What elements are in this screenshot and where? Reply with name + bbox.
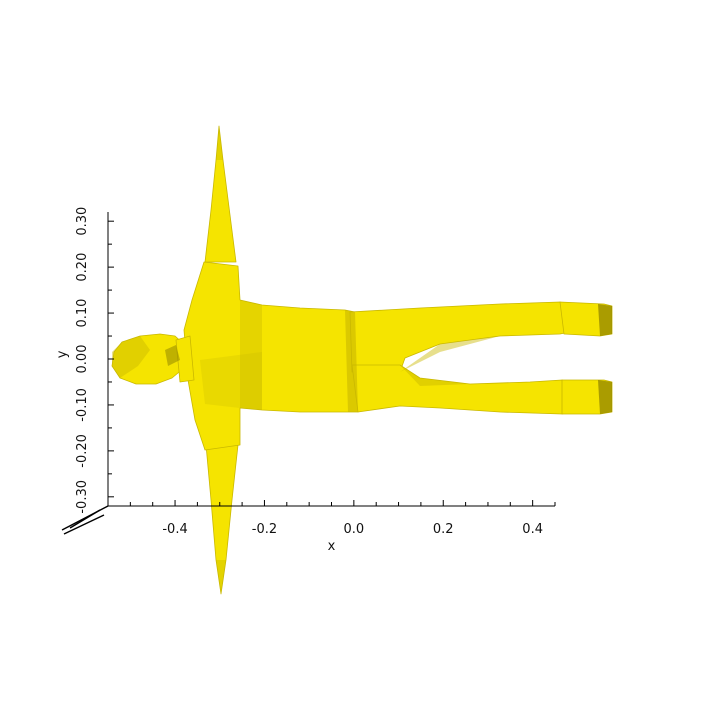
mesh-neck [175,335,195,383]
y-tick-label: 0.20 [75,253,90,282]
x-tick-label: -0.4 [162,522,187,537]
z-axis-line [61,505,109,531]
x-tick-label: -0.2 [252,522,277,537]
y-axis-label: y [55,350,70,358]
mesh-figure [111,125,613,595]
mesh-torso [183,261,359,451]
y-tick-label: -0.30 [75,480,90,514]
mesh-leg-lower [351,364,571,415]
x-tick-label: 0.4 [522,522,543,537]
mesh-arm-lower [205,444,239,595]
z-axis-line [69,509,101,529]
x-axis-label: x [328,539,336,554]
y-tick-label: 0.10 [75,299,90,328]
y-tick-label: -0.10 [75,388,90,422]
z-axis-line [63,514,105,535]
axes: -0.4 -0.2 0.0 0.2 0.4 x 0.30 0.20 0.10 0.00 -0.10 -… [55,207,556,554]
x-tick-label: 0.2 [433,522,454,537]
mesh-head [111,333,186,385]
mesh-arm-upper [204,125,237,263]
mesh-shading [112,126,612,594]
x-tick-label: 0.0 [344,522,365,537]
y-tick-label: 0.30 [75,207,90,236]
mesh-leg-upper [349,301,571,373]
y-tick-label: 0.00 [75,345,90,374]
y-tick-label: -0.20 [75,434,90,468]
